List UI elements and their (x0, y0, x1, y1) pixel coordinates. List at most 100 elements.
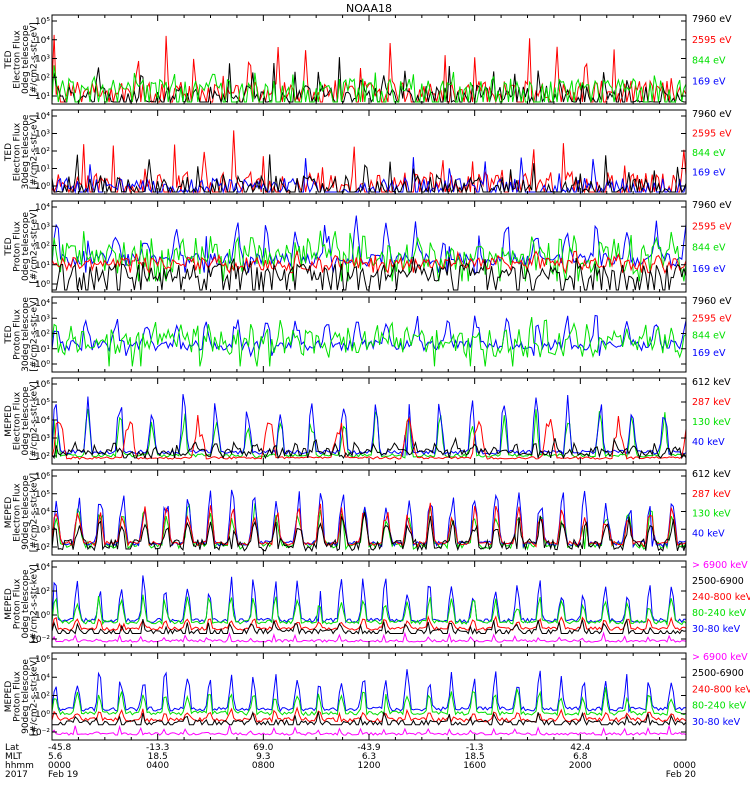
y-axis-label-line: [#/cm2-s-str-eV] (30, 297, 40, 372)
x-tick-label-mlt: 9.3 (256, 752, 270, 762)
y-axis-label-line: MEPED (4, 497, 14, 529)
y-tick-label: 10¹ (35, 261, 50, 271)
y-tick-label: 10² (35, 242, 50, 252)
series-line-3 (51, 65, 687, 103)
y-tick-label: 10¹ (35, 165, 50, 175)
y-axis-label-line: 30deg telescope (21, 297, 31, 372)
y-axis-label-line: 90deg telescope (21, 659, 31, 734)
x-tick-label-lat: 69.0 (253, 743, 273, 753)
legend-entry: 80-240 keV (692, 701, 747, 712)
legend-entry: 7960 eV (692, 109, 732, 120)
legend-entry: 130 keV (692, 417, 731, 428)
y-tick-label: 10⁵ (35, 17, 50, 27)
series-line-2 (51, 594, 687, 627)
series-line-3 (51, 615, 687, 632)
y-tick-label: 10² (35, 147, 50, 157)
legend-entry: 2500-6900 (692, 668, 744, 679)
x-tick-label-hhmm: 0000 (673, 761, 696, 771)
y-axis-label-line: TED (4, 143, 14, 162)
x-axis-row-label: MLT (5, 752, 23, 762)
legend-entry: 2595 eV (692, 221, 732, 232)
x-axis-row-label: Lat (5, 743, 20, 753)
series-line-3 (51, 502, 687, 548)
legend-entry: 169 eV (692, 264, 726, 275)
y-axis-label-line: [#/cm2-s-str-eV] (30, 209, 40, 284)
x-tick-label-hhmm: 0800 (252, 761, 275, 771)
y-tick-label: 10⁶ (35, 655, 50, 665)
series-line-1 (51, 314, 687, 358)
legend-entry: 2595 eV (692, 313, 732, 324)
series-line-4 (51, 511, 687, 553)
x-tick-label-hhmm: 0400 (146, 761, 169, 771)
legend-entry: 7960 eV (692, 200, 732, 211)
legend-entry: 80-240 keV (692, 608, 747, 619)
legend-entry: 844 eV (692, 331, 726, 342)
legend-entry: 40 keV (692, 437, 725, 448)
series-line-1 (51, 575, 686, 624)
y-tick-label: 10⁴ (35, 673, 50, 683)
series-line-2 (51, 317, 687, 367)
panel-frame (51, 296, 687, 373)
x-tick-label-hhmm: 0000 (48, 761, 71, 771)
series-line-1 (51, 215, 687, 274)
y-tick-label: 10³ (35, 314, 50, 324)
x-tick-label-mlt: 5.6 (48, 752, 63, 762)
y-axis-label-line: 0deg telescope (21, 569, 31, 639)
legend-entry: 40 keV (692, 528, 725, 539)
legend-entry: 2595 eV (692, 129, 732, 140)
series-line-2 (51, 687, 687, 717)
x-tick-label-lat: -1.3 (466, 743, 484, 753)
y-axis-label-line: 0deg telescope (21, 386, 31, 456)
y-tick-label: 10⁴ (35, 299, 50, 309)
legend-entry: 287 keV (692, 397, 731, 408)
series-line-2 (51, 57, 686, 104)
legend-entry: 2500-6900 (692, 576, 744, 587)
series-line-4 (51, 631, 687, 643)
y-tick-label: 10⁴ (35, 112, 50, 122)
y-tick-label: 10⁵ (35, 490, 50, 500)
y-axis-label-line: Electron Flux (13, 483, 23, 542)
y-tick-label: 10³ (35, 434, 50, 444)
y-axis-label-line: 0deg telescope (21, 212, 31, 282)
legend-entry: 30-80 keV (692, 717, 741, 728)
y-tick-label: 10⁵ (35, 398, 50, 408)
legend-entry: 612 keV (692, 377, 731, 388)
y-axis-label-line: Proton Flux (13, 221, 23, 272)
x-tick-label-lat: -45.8 (48, 743, 72, 753)
y-axis-label-line: MEPED (4, 405, 14, 437)
legend-entry: 844 eV (692, 56, 726, 67)
y-tick-label: 10⁻² (30, 728, 50, 738)
legend-entry: 612 keV (692, 469, 731, 480)
y-axis-label-line: Proton Flux (13, 309, 23, 360)
series-line-5 (51, 618, 687, 635)
panel-frame (51, 652, 687, 741)
x-tick-label-hhmm: 2000 (569, 761, 592, 771)
legend-entry: 169 eV (692, 76, 726, 87)
y-tick-label: 10⁴ (35, 563, 50, 573)
y-axis-label-line: TED (4, 325, 14, 344)
series-line-2 (51, 230, 687, 282)
y-axis-label-line: [#/cm2-s-str-keV] (30, 473, 40, 552)
y-tick-label: 10⁰ (35, 710, 50, 720)
legend-entry: > 6900 keV (692, 560, 748, 571)
y-tick-label: 10⁰ (35, 280, 50, 290)
x-tick-label-date: Feb 19 (48, 770, 79, 780)
y-tick-label: 10¹ (35, 345, 50, 355)
x-axis-row-label: hhmm (5, 761, 34, 771)
y-tick-label: 10⁶ (35, 472, 50, 482)
x-tick-label-mlt: 6.3 (362, 752, 376, 762)
legend-entry: 169 eV (692, 348, 726, 359)
chart-title: NOAA18 (346, 2, 392, 15)
y-tick-label: 10² (35, 452, 50, 462)
legend-entry: 30-80 keV (692, 624, 741, 635)
legend-entry: > 6900 keV (692, 652, 748, 663)
